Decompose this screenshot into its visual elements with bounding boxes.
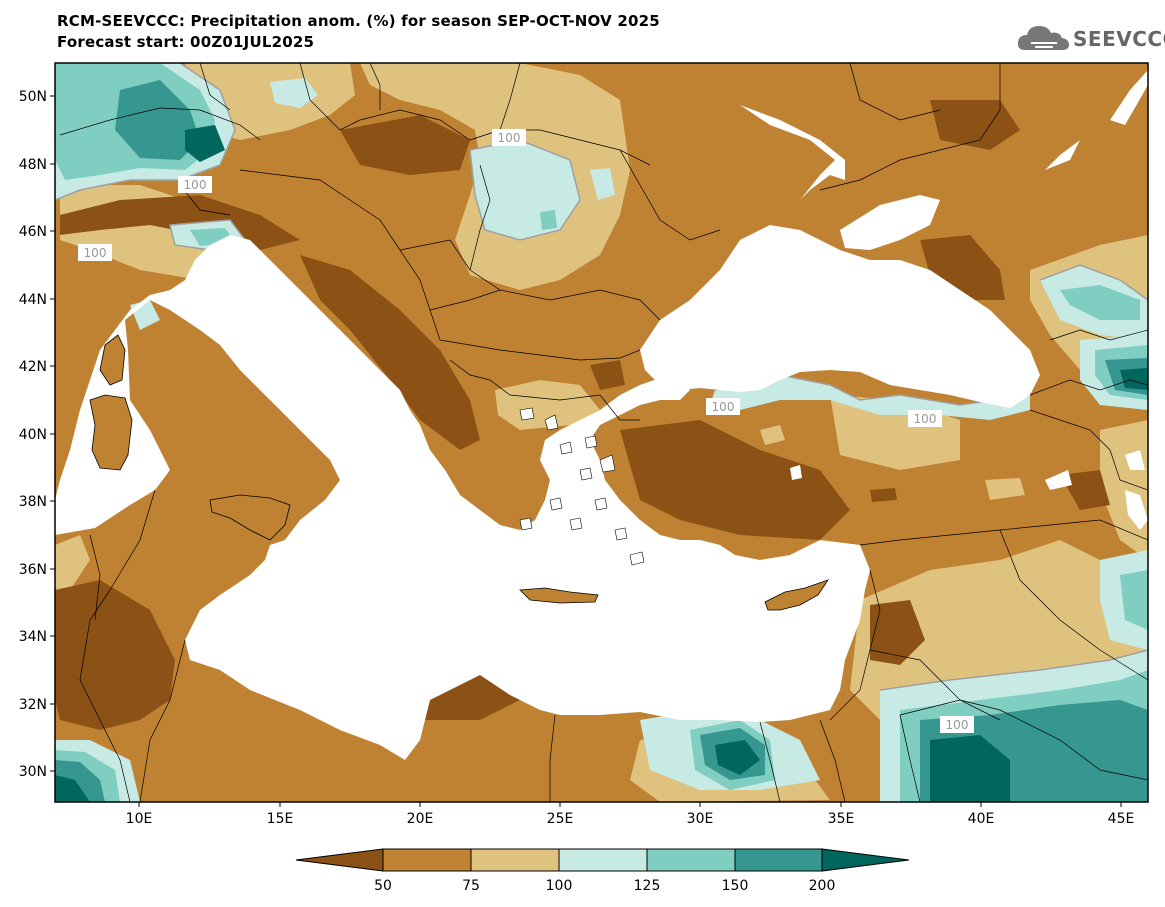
colorbar-tick: 200 [809,878,836,894]
lat-label: 48N [19,157,47,173]
colorbar [295,848,910,872]
logo-text: SEEVCCC [1073,27,1165,51]
lat-labels: 50N 48N 46N 44N 42N 40N 38N 36N 34N 32N … [19,89,47,780]
lon-label: 40E [968,811,995,827]
colorbar-tick: 100 [546,878,573,894]
colorbar-tick: 50 [374,878,392,894]
colorbar-tick: 125 [634,878,661,894]
lon-labels: 10E 15E 20E 25E 30E 35E 40E 45E [126,811,1135,827]
contour-label: 100 [914,412,937,426]
contour-label: 100 [184,178,207,192]
colorbar-tick: 75 [462,878,480,894]
colorbar-100-125 [558,848,648,872]
contour-label: 100 [712,400,735,414]
lon-label: 45E [1108,811,1135,827]
lat-label: 50N [19,89,47,105]
lon-label: 30E [687,811,714,827]
lat-label: 40N [19,427,47,443]
colorbar-50-75 [382,848,472,872]
map-frame [54,62,1149,803]
lon-label: 25E [547,811,574,827]
contour-labels: 100 100 100 100 100 100 [78,129,974,733]
lat-label: 36N [19,562,47,578]
colorbar-labels: 50 75 100 125 150 200 [374,878,835,894]
lat-label: 32N [19,697,47,713]
contour-label: 100 [946,718,969,732]
lon-label: 35E [828,811,855,827]
colorbar-gt200 [821,848,910,872]
lat-label: 44N [19,292,47,308]
precipitation-anomaly-field [55,63,1148,802]
contour-label: 100 [84,246,107,260]
lon-label: 10E [126,811,153,827]
forecast-start: Forecast start: 00Z01JUL2025 [57,33,315,51]
sea-mask [55,70,1148,760]
lon-label: 20E [407,811,434,827]
lat-label: 46N [19,224,47,240]
contour-label: 100 [498,131,521,145]
lat-label: 34N [19,629,47,645]
lat-label: 30N [19,764,47,780]
colorbar-lt50 [295,848,384,872]
seevccc-logo: SEEVCCC [1017,22,1165,56]
colorbar-150-200 [734,848,823,872]
colorbar-tick: 150 [722,878,749,894]
lat-label: 42N [19,359,47,375]
lat-ticks [50,95,55,772]
colorbar-75-100 [470,848,560,872]
map-title: RCM-SEEVCCC: Precipitation anom. (%) for… [57,12,660,30]
colorbar-125-150 [646,848,736,872]
lon-ticks [138,802,1122,807]
lon-label: 15E [267,811,294,827]
cloud-icon [1017,26,1069,50]
lat-label: 38N [19,494,47,510]
